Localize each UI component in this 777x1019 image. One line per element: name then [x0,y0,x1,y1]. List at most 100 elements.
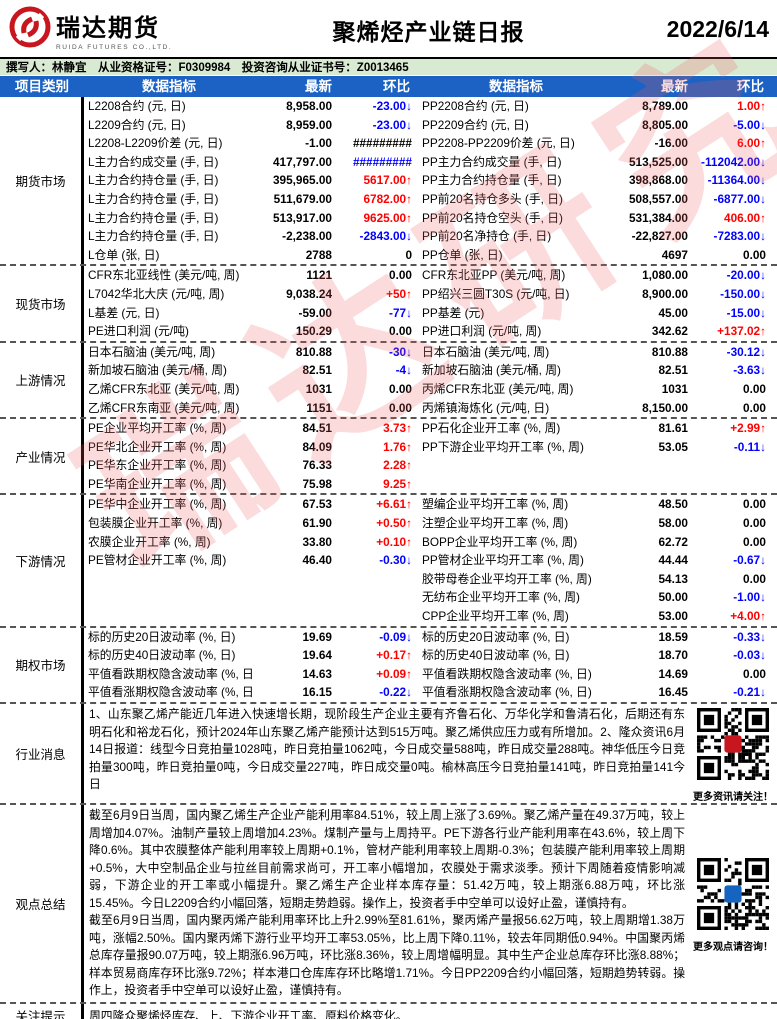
table-row: L7042华北大庆 (元/吨, 周) 9,038.24 +50↑ PP绍兴三圆T30S… [84,285,777,304]
indicator-name: L主力合约持仓量 (手, 日) [88,173,219,188]
latest-value: 810.88 [651,344,688,359]
change-value [340,607,418,626]
change-value: 0.00 [743,497,766,512]
change-value: -3.63↓ [733,363,766,378]
change-value: -0.30↓ [379,553,412,568]
latest-value: 50.00 [658,590,688,605]
summary-paragraph-pe: 截至6月9日当周，国内聚乙烯生产企业产能利用率84.51%，较上周上涨了3.69… [89,808,685,910]
indicator-name: 平值看涨期权隐含波动率 (%, 日) [88,685,252,700]
latest-value [252,607,340,626]
latest-value: 33.80 [302,534,332,549]
latest-value: 14.63 [302,666,332,681]
indicator-name: 包装膜企业开工率 (%, 周) [88,516,223,531]
latest-value: 54.13 [658,571,688,586]
latest-value: -59.00 [298,305,332,320]
latest-value: 14.69 [658,666,688,681]
indicator-name: PP前20名净持仓 (手, 日) [422,229,552,244]
latest-value: 44.44 [658,553,688,568]
section-category-label: 产业情况 [0,419,84,494]
indicator-name: 新加坡石脑油 (美元/桶, 周) [88,363,227,378]
col-change-left: 环比 [383,79,410,94]
indicator-name: PP前20名持仓多头 (手, 日) [422,191,563,206]
table-row: L主力合约持仓量 (手, 日) 511,679.00 6782.00↑ PP前20名持… [84,190,777,209]
qr-code-contact [697,857,769,935]
change-value: 0.00 [389,381,412,396]
latest-value: 342.62 [651,324,688,339]
latest-value: 67.53 [302,497,332,512]
change-value: 0.00 [743,381,766,396]
change-value: +0.09↑ [376,666,412,681]
change-value: 406.00↑ [724,210,766,225]
col-change-right: 环比 [737,79,764,94]
col-indicator-right: 数据指标 [489,79,543,94]
latest-value: 8,805.00 [642,117,688,132]
table-row: 新加坡石脑油 (美元/桶, 周) 82.51 -4↓ 新加坡石脑油 (美元/桶, 周)… [84,361,777,380]
change-value: +2.99↑ [730,421,766,436]
change-value: -77↓ [389,305,412,320]
latest-value: 84.51 [302,421,332,436]
table-section: 产业情况 PE企业平均开工率 (%, 周) 84.51 3.73↑ PP石化企业开工率 … [0,417,777,494]
section-category-label: 上游情况 [0,342,84,418]
change-value [340,588,418,607]
change-value: 6.00↑ [737,136,766,151]
latest-value: 531,384.00 [628,210,688,225]
change-value: -0.09↓ [379,629,412,644]
summary-paragraph-pp: 截至6月9日当周，国内聚丙烯产能利用率环比上升2.99%至81.61%，聚丙烯产… [89,913,685,997]
latest-value: 48.50 [658,497,688,512]
change-value: 0.00 [743,247,766,262]
indicator-name: 无纺布企业平均开工率 (%, 周) [422,590,580,605]
latest-value [252,588,340,607]
latest-value: 19.64 [302,648,332,663]
indicator-name: L仓单 (张, 日) [88,247,160,262]
change-value: +0.10↑ [376,534,412,549]
indicator-name: BOPP企业平均开工率 (%, 周) [422,534,578,549]
indicator-name: CPP企业平均开工率 (%, 周) [422,609,569,624]
indicator-name: CFR东北亚PP (美元/吨, 周) [422,268,566,283]
latest-value: 513,525.00 [628,154,688,169]
latest-value: 75.98 [302,476,332,491]
table-row: 标的历史40日波动率 (%, 日) 19.64 +0.17↑ 标的历史40日波动率 (… [84,646,777,665]
change-value: 0.00 [743,516,766,531]
change-value: -0.21↓ [733,685,766,700]
indicator-name: 注塑企业平均开工率 (%, 周) [422,516,569,531]
table-section: 下游情况 PE华中企业开工率 (%, 周) 67.53 +6.61↑ 塑编企业平均开工率… [0,493,777,626]
indicator-name: PE进口利润 (元/吨) [88,324,189,339]
change-value: -0.67↓ [733,553,766,568]
latest-value: 19.69 [302,629,332,644]
latest-value: -1.00 [305,136,332,151]
indicator-name [84,588,252,607]
table-row: 平值看跌期权隐含波动率 (%, 日) 14.63 +0.09↑ 平值看跌期权隐含波动率… [84,665,777,684]
table-column-headers: 项目类别 数据指标 最新 环比 数据指标 最新 环比 [0,76,777,97]
section-rows: PE企业平均开工率 (%, 周) 84.51 3.73↑ PP石化企业开工率 (%, … [84,419,777,493]
indicator-name: L2208-L2209价差 (元, 日) [88,136,223,151]
latest-value: 61.90 [302,516,332,531]
indicator-name: PP2208-PP2209价差 (元, 日) [422,136,575,151]
change-value: 1.00↑ [737,99,766,113]
news-qr-caption: 更多资讯请关注！ [693,792,773,803]
report-header: 瑞达期货 RUIDA FUTURES CO.,LTD. 聚烯烃产业链日报 202… [0,0,777,57]
indicator-name: L2208合约 (元, 日) [88,99,186,113]
table-row: 无纺布企业平均开工率 (%, 周) 50.00 -1.00↓ [84,588,777,607]
change-value: 1.76↑ [383,439,412,454]
indicator-name: L2209合约 (元, 日) [88,117,186,132]
table-row: 包装膜企业开工率 (%, 周) 61.90 +0.50↑ 注塑企业平均开工率 (%, … [84,514,777,533]
indicator-name: PP石化企业开工率 (%, 周) [422,421,561,436]
section-category-label: 现货市场 [0,266,84,341]
change-value: 0.00 [743,571,766,586]
summary-qr-caption: 更多观点请咨询！ [693,941,773,953]
latest-value: 511,679.00 [273,191,332,206]
section-label-news: 行业消息 [0,704,84,803]
latest-value [610,456,696,475]
indicator-name: PE管材企业开工率 (%, 周) [88,553,227,568]
indicator-name: 农膜企业开工率 (%, 周) [88,534,211,549]
report-date: 2022/6/14 [666,16,769,42]
latest-value: 1031 [661,381,688,396]
change-value: 5617.00↑ [363,173,412,188]
table-row: L主力合约持仓量 (手, 日) 395,965.00 5617.00↑ PP主力合约持… [84,171,777,190]
attention-section: 关注提示 周四隆众聚烯烃库存、上、下游企业开工率、原料价格变化。 [0,1001,777,1019]
change-value: -23.00↓ [372,99,412,113]
table-row: CFR东北亚线性 (美元/吨, 周) 1121 0.00 CFR东北亚PP (美元/吨… [84,266,777,285]
latest-value: 1151 [306,400,332,415]
change-value: 6782.00↑ [363,191,412,206]
